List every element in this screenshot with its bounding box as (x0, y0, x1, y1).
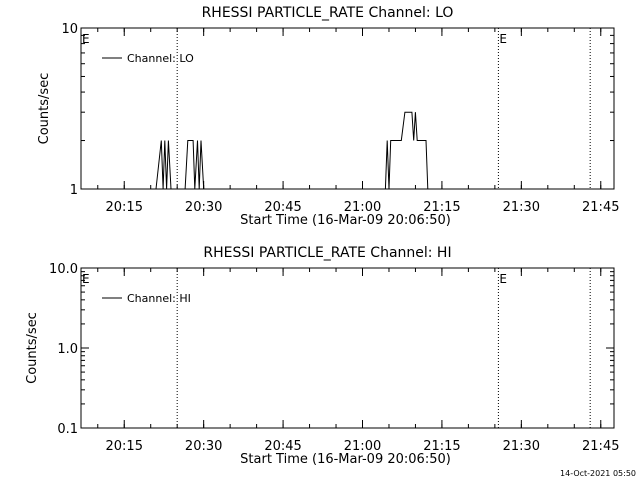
x-tick-label: 21:00 (344, 200, 381, 215)
x-tick-label: 21:15 (423, 439, 460, 454)
legend-label: Channel: LO (127, 52, 194, 65)
x-tick-label: 21:15 (423, 200, 460, 215)
y-axis-label: Counts/sec (25, 312, 40, 384)
x-tick-label: 20:15 (106, 200, 143, 215)
x-tick-label: 21:30 (503, 200, 540, 215)
series-line-1 (155, 111, 429, 190)
legend: Channel: LO (102, 52, 194, 65)
y-tick-label: 1.0 (57, 342, 78, 357)
x-tick-label: 21:00 (344, 439, 381, 454)
legend: Channel: HI (102, 292, 191, 305)
x-axis-label: Start Time (16-Mar-09 20:06:50) (240, 213, 451, 228)
event-marker: E (82, 272, 90, 286)
x-tick-label: 20:45 (264, 439, 301, 454)
x-tick-label: 20:45 (264, 200, 301, 215)
event-marker: E (499, 272, 507, 286)
x-tick-label: 21:30 (503, 439, 540, 454)
chart-title: RHESSI PARTICLE_RATE Channel: LO (202, 5, 454, 21)
event-marker: E (499, 32, 507, 46)
y-tick-label: 10.0 (49, 262, 78, 277)
y-tick-label: 10 (61, 22, 78, 37)
y-tick-label: 0.1 (57, 422, 78, 437)
x-axis-label: Start Time (16-Mar-09 20:06:50) (240, 452, 451, 467)
chart-panel-1: RHESSI PARTICLE_RATE Channel: LO 20:15 20:… (37, 5, 619, 228)
chart-title: RHESSI PARTICLE_RATE Channel: HI (203, 245, 451, 261)
x-tick-label: 21:45 (582, 439, 619, 454)
y-axis-label: Counts/sec (37, 73, 52, 145)
y-tick-label: 1 (70, 183, 78, 198)
chart-panel-2: RHESSI PARTICLE_RATE Channel: HI 20:15 20:… (25, 245, 619, 467)
x-tick-label: 20:30 (185, 439, 222, 454)
x-tick-label: 21:45 (582, 200, 619, 215)
footer-timestamp: 14-Oct-2021 05:50 (560, 469, 636, 478)
x-tick-label: 20:15 (106, 439, 143, 454)
legend-label: Channel: HI (127, 292, 191, 305)
x-tick-label: 20:30 (185, 200, 222, 215)
event-marker: E (82, 32, 90, 46)
